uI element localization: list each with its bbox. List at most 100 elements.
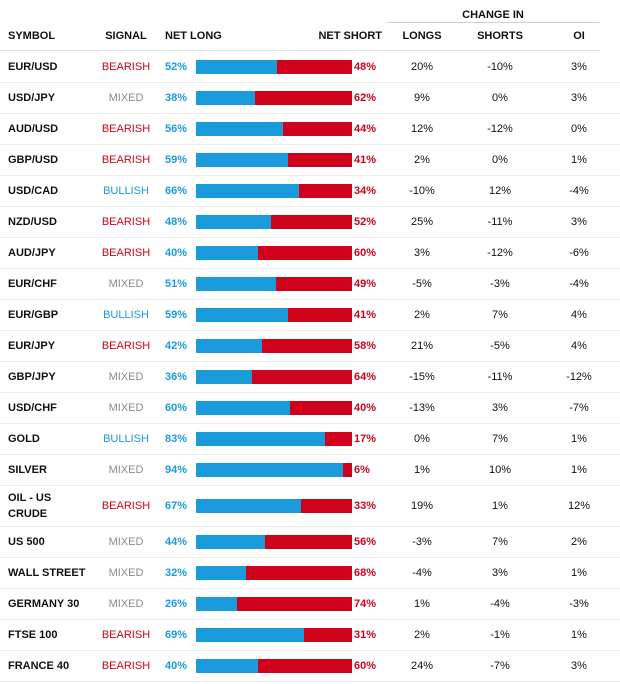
change-oi-value: 1%	[571, 464, 587, 476]
col-shorts-header[interactable]: SHORTS	[477, 30, 523, 42]
symbol-cell[interactable]: OIL - US CRUDE	[8, 486, 98, 526]
symbol-cell[interactable]: AUD/USD	[8, 114, 98, 144]
symbol-cell[interactable]: WALL STREET	[8, 558, 98, 588]
net-short-value: 56%	[354, 536, 377, 548]
net-short-bar	[342, 463, 352, 477]
change-longs-value: -3%	[412, 536, 432, 548]
change-oi-value: -4%	[569, 185, 589, 197]
change-shorts-value: -10%	[487, 61, 513, 73]
net-long-bar	[196, 153, 289, 167]
signal-cell: BEARISH	[101, 629, 151, 641]
sentiment-bar	[196, 339, 352, 353]
net-long-value: 94%	[165, 464, 188, 476]
net-short-value: 74%	[354, 598, 377, 610]
net-short-value: 44%	[354, 123, 377, 135]
symbol-label: WALL STREET	[8, 567, 86, 579]
signal-cell: BEARISH	[101, 123, 151, 135]
table-row[interactable]: AUD/JPY BEARISH 40% 60% 3% -12% -6%	[0, 238, 620, 269]
table-row[interactable]: OIL - US CRUDE BEARISH 67% 33% 19% 1% 12%	[0, 486, 620, 527]
change-shorts-value: 1%	[492, 500, 508, 512]
table-row[interactable]: WALL STREET MIXED 32% 68% -4% 3% 1%	[0, 558, 620, 589]
table-row[interactable]: GBP/JPY MIXED 36% 64% -15% -11% -12%	[0, 362, 620, 393]
symbol-cell[interactable]: USD/CHF	[8, 393, 98, 423]
col-signal-header[interactable]: SIGNAL	[105, 30, 147, 42]
symbol-cell[interactable]: SILVER	[8, 455, 98, 485]
table-row[interactable]: EUR/JPY BEARISH 42% 58% 21% -5% 4%	[0, 331, 620, 362]
net-short-bar	[288, 308, 352, 322]
change-longs-value: 1%	[414, 598, 430, 610]
table-row[interactable]: USD/CHF MIXED 60% 40% -13% 3% -7%	[0, 393, 620, 424]
symbol-cell[interactable]: EUR/USD	[8, 52, 98, 82]
change-oi-value: 3%	[571, 92, 587, 104]
change-longs-value: 20%	[410, 61, 434, 73]
net-short-bar	[300, 499, 352, 513]
change-oi-value: 3%	[571, 216, 587, 228]
symbol-cell[interactable]: GOLD	[8, 424, 98, 454]
table-row[interactable]: SILVER MIXED 94% 6% 1% 10% 1%	[0, 455, 620, 486]
signal-cell: BEARISH	[101, 247, 151, 259]
symbol-cell[interactable]: EUR/CHF	[8, 269, 98, 299]
table-row[interactable]: EUR/GBP BULLISH 59% 41% 2% 7% 4%	[0, 300, 620, 331]
change-oi-value: 4%	[571, 309, 587, 321]
net-short-bar	[283, 122, 352, 136]
change-oi-value: 2%	[571, 536, 587, 548]
symbol-cell[interactable]: US 500	[8, 527, 98, 557]
sentiment-bar	[196, 597, 352, 611]
symbol-cell[interactable]: NZD/USD	[8, 207, 98, 237]
net-long-bar	[196, 308, 289, 322]
symbol-cell[interactable]: GBP/JPY	[8, 362, 98, 392]
table-row[interactable]: EUR/CHF MIXED 51% 49% -5% -3% -4%	[0, 269, 620, 300]
col-longs-header[interactable]: LONGS	[402, 30, 442, 42]
net-long-value: 44%	[165, 536, 188, 548]
symbol-cell[interactable]: FRANCE 40	[8, 651, 98, 681]
col-oi-header[interactable]: OI	[573, 30, 585, 42]
sentiment-bar-cell	[196, 620, 352, 650]
col-symbol-header[interactable]: SYMBOL	[8, 30, 56, 42]
net-short-bar	[288, 153, 352, 167]
symbol-cell[interactable]: GERMANY 30	[8, 589, 98, 619]
net-short-bar	[277, 60, 352, 74]
sentiment-bar-cell	[196, 486, 352, 526]
symbol-cell[interactable]: EUR/GBP	[8, 300, 98, 330]
change-longs-value: 1%	[414, 464, 430, 476]
table-row[interactable]: FTSE 100 BEARISH 69% 31% 2% -1% 1%	[0, 620, 620, 651]
net-short-value: 62%	[354, 92, 377, 104]
net-long-value: 38%	[165, 92, 188, 104]
table-row[interactable]: US 500 MIXED 44% 56% -3% 7% 2%	[0, 527, 620, 558]
table-row[interactable]: FRANCE 40 BEARISH 40% 60% 24% -7% 3%	[0, 651, 620, 682]
net-short-value: 33%	[354, 500, 377, 512]
net-long-value: 32%	[165, 567, 188, 579]
table-row[interactable]: USD/JPY MIXED 38% 62% 9% 0% 3%	[0, 83, 620, 114]
symbol-cell[interactable]: USD/CAD	[8, 176, 98, 206]
table-row[interactable]: GBP/USD BEARISH 59% 41% 2% 0% 1%	[0, 145, 620, 176]
col-net-short-header[interactable]: NET SHORT	[318, 30, 382, 42]
net-long-value: 56%	[165, 123, 188, 135]
sentiment-bar	[196, 277, 352, 291]
sentiment-bar-cell	[196, 393, 352, 423]
col-net-long-header[interactable]: NET LONG	[165, 30, 222, 42]
table-row[interactable]: USD/CAD BULLISH 66% 34% -10% 12% -4%	[0, 176, 620, 207]
change-oi-value: 1%	[571, 154, 587, 166]
symbol-label: OIL - US CRUDE	[8, 492, 52, 520]
symbol-label: NZD/USD	[8, 216, 57, 228]
symbol-cell[interactable]: AUD/JPY	[8, 238, 98, 268]
table-row[interactable]: AUD/USD BEARISH 56% 44% 12% -12% 0%	[0, 114, 620, 145]
change-longs-value: 12%	[410, 123, 434, 135]
symbol-label: GERMANY 30	[8, 598, 80, 610]
net-short-bar	[289, 401, 352, 415]
symbol-cell[interactable]: GBP/USD	[8, 145, 98, 175]
symbol-cell[interactable]: FTSE 100	[8, 620, 98, 650]
table-row[interactable]: GERMANY 30 MIXED 26% 74% 1% -4% -3%	[0, 589, 620, 620]
table-row[interactable]: EUR/USD BEARISH 52% 48% 20% -10% 3%	[0, 52, 620, 83]
sentiment-bar	[196, 122, 352, 136]
table-row[interactable]: GOLD BULLISH 83% 17% 0% 7% 1%	[0, 424, 620, 455]
net-long-bar	[196, 246, 259, 260]
symbol-label: FTSE 100	[8, 629, 58, 641]
change-shorts-value: 12%	[488, 185, 512, 197]
symbol-cell[interactable]: USD/JPY	[8, 83, 98, 113]
change-oi-value: 1%	[571, 567, 587, 579]
table-row[interactable]: NZD/USD BEARISH 48% 52% 25% -11% 3%	[0, 207, 620, 238]
sentiment-bar	[196, 184, 352, 198]
symbol-cell[interactable]: EUR/JPY	[8, 331, 98, 361]
